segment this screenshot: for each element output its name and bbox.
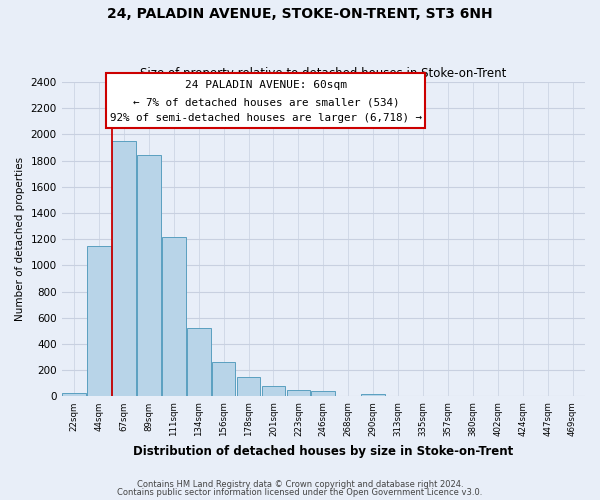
Text: 24, PALADIN AVENUE, STOKE-ON-TRENT, ST3 6NH: 24, PALADIN AVENUE, STOKE-ON-TRENT, ST3 … <box>107 8 493 22</box>
Text: Contains public sector information licensed under the Open Government Licence v3: Contains public sector information licen… <box>118 488 482 497</box>
Bar <box>62 393 86 396</box>
Bar <box>311 391 335 396</box>
Bar <box>187 328 211 396</box>
Text: Contains HM Land Registry data © Crown copyright and database right 2024.: Contains HM Land Registry data © Crown c… <box>137 480 463 489</box>
Bar <box>87 246 111 396</box>
X-axis label: Distribution of detached houses by size in Stoke-on-Trent: Distribution of detached houses by size … <box>133 444 514 458</box>
Y-axis label: Number of detached properties: Number of detached properties <box>15 157 25 322</box>
Bar <box>162 236 185 396</box>
Bar <box>361 394 385 396</box>
Bar <box>287 390 310 396</box>
Bar <box>262 386 286 396</box>
Text: ← 7% of detached houses are smaller (534): ← 7% of detached houses are smaller (534… <box>133 97 399 107</box>
Bar <box>212 362 235 396</box>
Bar <box>237 377 260 396</box>
FancyBboxPatch shape <box>106 72 425 128</box>
Text: 92% of semi-detached houses are larger (6,718) →: 92% of semi-detached houses are larger (… <box>110 113 422 123</box>
Bar <box>112 141 136 397</box>
Bar <box>137 156 161 396</box>
Text: 24 PALADIN AVENUE: 60sqm: 24 PALADIN AVENUE: 60sqm <box>185 80 347 90</box>
Title: Size of property relative to detached houses in Stoke-on-Trent: Size of property relative to detached ho… <box>140 66 506 80</box>
